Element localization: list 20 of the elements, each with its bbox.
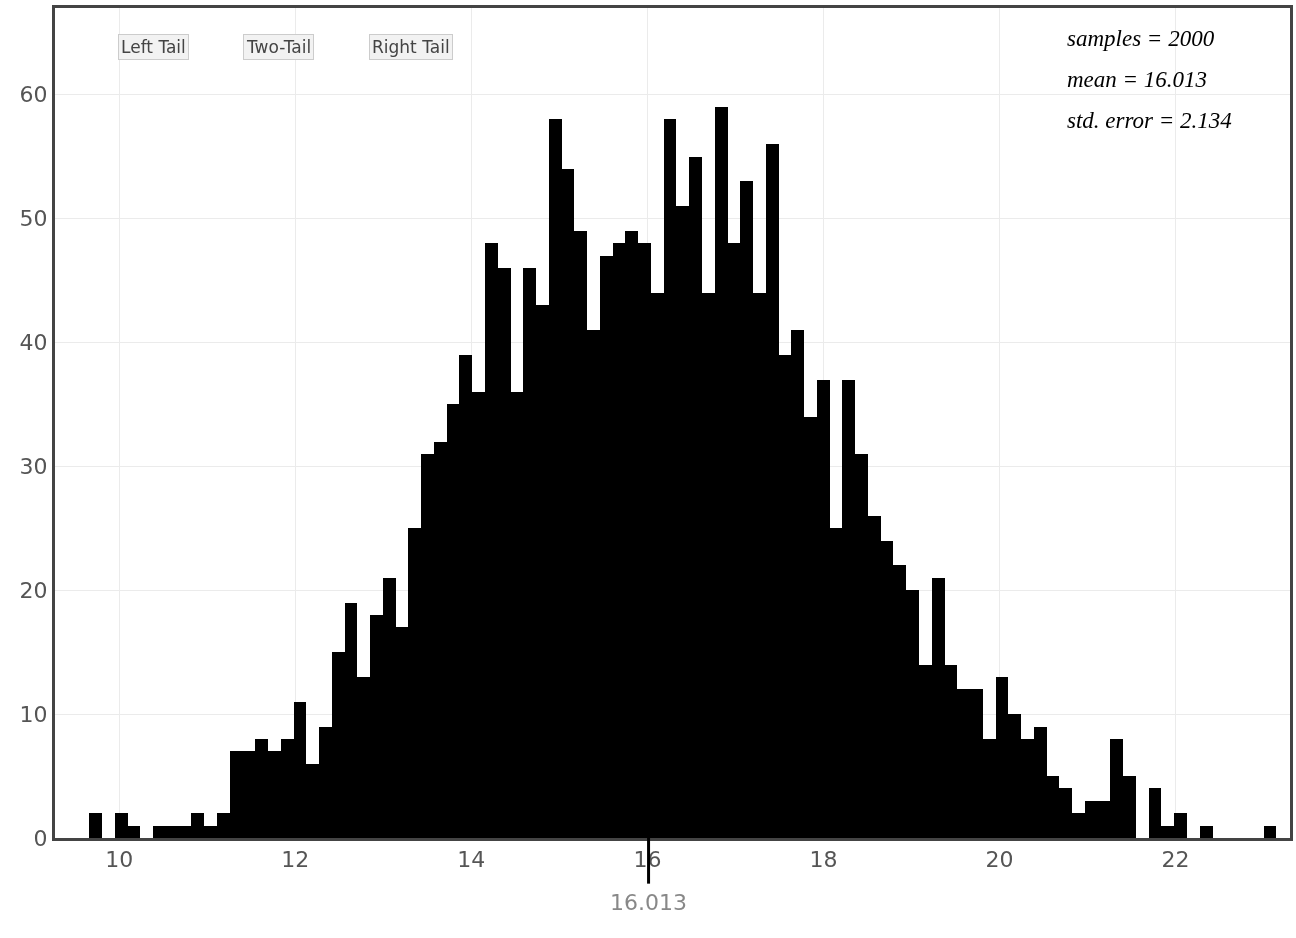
annotation: Two-Tail: [246, 37, 312, 57]
x-tick-label: 12: [281, 847, 310, 873]
annotation: std. error = 2.134: [1067, 108, 1232, 133]
y-tick-label: 0: [33, 825, 48, 851]
ref-line-label: 16.013: [610, 890, 687, 915]
y-tick-label: 60: [19, 82, 48, 108]
y-tick-label: 20: [19, 577, 48, 603]
x-tick-label: 22: [1161, 847, 1190, 873]
annotation: mean = 16.013: [1067, 67, 1208, 92]
annotation: Right Tail: [372, 37, 450, 57]
x-tick-label: 14: [457, 847, 486, 873]
x-tick-label: 18: [809, 847, 838, 873]
y-tick-label: 50: [19, 206, 48, 232]
y-tick-label: 40: [19, 330, 48, 356]
y-tick-label: 10: [19, 701, 48, 727]
x-tick-label: 10: [105, 847, 134, 873]
x-tick-label: 20: [985, 847, 1014, 873]
y-tick-label: 30: [19, 454, 48, 480]
annotation: samples = 2000: [1067, 26, 1215, 51]
annotation: Left Tail: [121, 37, 186, 57]
